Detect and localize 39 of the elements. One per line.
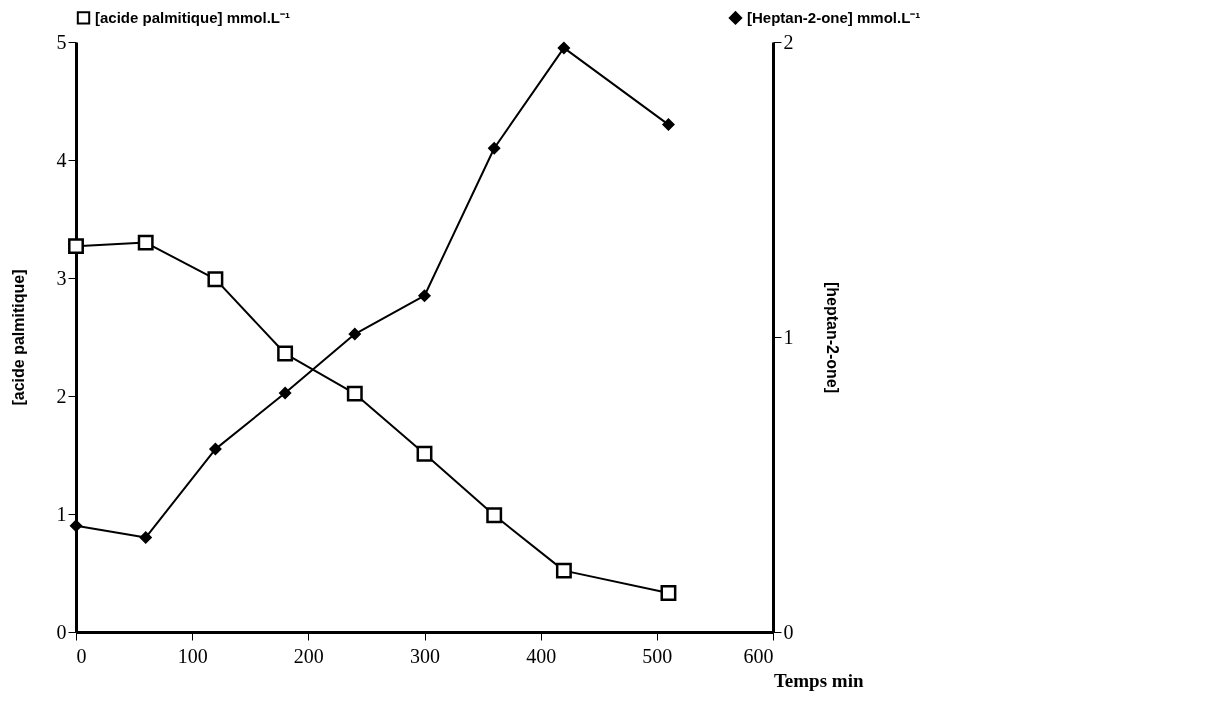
legend-label: [Heptan-2-one] mmol.L⁻¹ [747, 8, 921, 26]
point [660, 585, 677, 602]
point [486, 507, 503, 524]
x-tick-label: 100 [177, 644, 208, 667]
x-tick-label: 600 [743, 644, 774, 667]
legend-label: [acide palmitique] mmol.L⁻¹ [95, 8, 291, 26]
point [68, 238, 84, 255]
point [137, 234, 154, 251]
point [279, 387, 292, 400]
x-tick-label: 200 [293, 644, 324, 667]
x-axis-title: Temps min [773, 669, 864, 691]
x-tick-label: 500 [642, 644, 673, 667]
y-axis-title: [acide palmitique] [9, 269, 27, 406]
point [139, 531, 152, 544]
point [207, 271, 224, 288]
x-tick-label: 300 [410, 644, 440, 667]
y2-tick-label: 0 [783, 620, 794, 643]
point [209, 443, 222, 456]
point [488, 142, 501, 155]
y2-tick-label: 1 [783, 325, 794, 348]
point [418, 289, 431, 302]
y-tick-label: 2 [56, 384, 67, 407]
y2-tick-label: 2 [783, 30, 794, 53]
point [70, 519, 82, 532]
x-tick-label: 0 [76, 644, 87, 667]
point [416, 445, 433, 462]
point [348, 328, 361, 341]
y-tick-label: 0 [56, 620, 67, 643]
y2-axis-title: [heptan-2-one] [823, 281, 841, 394]
x-tick-label: 400 [526, 644, 557, 667]
point [555, 562, 572, 579]
point [557, 41, 570, 54]
y-tick-label: 3 [56, 266, 67, 289]
point [346, 385, 363, 402]
y-tick-label: 5 [56, 30, 67, 53]
point [662, 118, 675, 131]
y-tick-label: 1 [56, 502, 67, 525]
point [277, 345, 294, 362]
y-tick-label: 4 [56, 148, 67, 171]
